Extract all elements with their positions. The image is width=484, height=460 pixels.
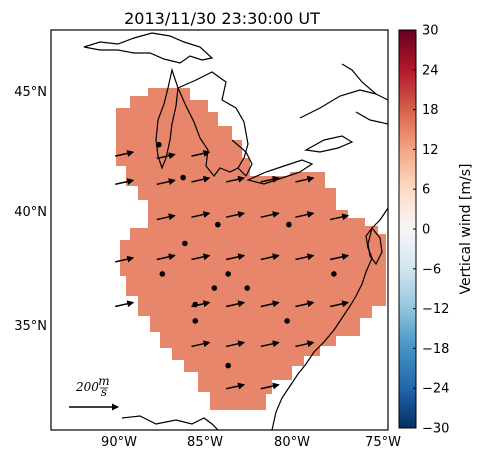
wind-arrow [295,340,315,348]
station-dot [182,240,188,247]
wind-arrow [295,253,315,261]
colorbar-tick-label: −6 [422,262,441,277]
station-dot [211,285,218,291]
wind-arrow [295,211,315,218]
wind-arrow [329,300,350,308]
scale-unit-denominator: s [101,385,107,399]
colorbar-tick-label: 0 [422,223,430,238]
wind-arrow [260,300,280,308]
wind-arrow [329,253,350,261]
vertical-wind-field [116,88,386,410]
wind-arrow [225,382,246,390]
wind-arrow [156,178,176,186]
map-area: 200 m s [51,30,388,430]
lat-tick-45: 45°N [14,85,47,100]
colorbar-label: Vertical wind [m/s] [458,164,474,295]
wind-arrow [115,149,135,157]
station-dot [286,221,292,228]
lon-tick-90w: 90°W [101,435,137,450]
colorbar-tick-label: −30 [422,422,449,437]
station-dot [159,271,166,277]
colorbar-tick-label: 24 [422,63,439,78]
wind-arrow [225,211,246,218]
wind-arrow [191,175,211,183]
colorbar-ticks: 30 24 18 12 6 0 −6 −12 −18 −24 −30 [413,24,449,437]
wind-arrow [260,253,280,261]
station-dot [331,271,337,277]
coastlines [83,32,388,430]
station-dot [192,301,199,308]
station-dot [225,271,231,277]
wind-arrow [295,175,315,183]
colorbar: 30 24 18 12 6 0 −6 −12 −18 −24 −30 Vertical wind [… [398,24,474,437]
lat-tick-40: 40°N [14,205,47,220]
scale-value: 200 [75,380,99,394]
colorbar-tick-label: 18 [422,103,439,118]
scale-reference: 200 m s [69,374,119,411]
wind-arrow [329,213,350,221]
station-dot [214,221,221,228]
colorbar-tick-label: −12 [422,302,449,317]
wind-arrow [191,149,211,157]
wind-arrow [115,178,135,186]
station-dot [156,141,162,148]
colorbar-tick-label: 12 [422,143,439,158]
wind-arrow [156,213,176,221]
colorbar-tick-label: 6 [422,183,430,198]
wind-arrow [225,340,246,348]
map-frame [50,29,389,431]
wind-arrow [191,211,211,218]
lat-tick-35: 35°N [14,319,47,334]
station-dot [225,362,231,369]
wind-arrow [225,253,246,261]
scale-unit-numerator: m [98,374,109,388]
colorbar-tick-label: 30 [422,24,439,39]
lon-tick-75w: 75°W [365,435,401,450]
latitude-labels: 45°N 40°N 35°N [14,85,47,334]
wind-vectors [115,149,350,390]
colorbar-tick-label: −24 [422,382,449,397]
wind-arrow [260,211,280,218]
wind-arrow [115,255,135,263]
map-title: 2013/11/30 23:30:00 UT [124,9,320,28]
wind-arrow [295,300,315,308]
wind-arrow [156,253,176,261]
wind-arrow [225,175,246,183]
station-dot [192,318,199,324]
wind-arrow [260,382,280,390]
wind-arrow [260,175,280,183]
wind-arrow [156,152,176,160]
lon-tick-80w: 80°W [274,435,310,450]
wind-arrow [225,300,246,308]
svg-text:200: 200 [75,380,99,394]
wind-arrow [191,340,211,348]
wind-arrow [115,300,135,308]
station-markers [156,141,337,369]
station-dot [284,318,290,324]
station-dot [244,285,251,291]
lon-tick-85w: 85°W [187,435,223,450]
station-dot [180,174,186,181]
longitude-labels: 90°W 85°W 80°W 75°W [101,435,401,450]
colorbar-tick-label: −18 [422,342,449,357]
wind-arrow [260,340,280,348]
wind-arrow [191,253,211,261]
